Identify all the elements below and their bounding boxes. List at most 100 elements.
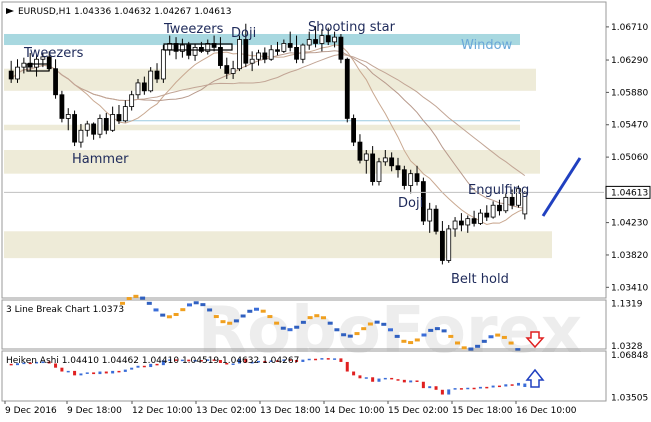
line-break-block bbox=[227, 321, 233, 325]
y-tick-label: 1.03505 bbox=[611, 394, 648, 404]
heiken-ashi-bar bbox=[199, 360, 203, 362]
heiken-ashi-bar bbox=[288, 359, 292, 361]
heiken-ashi-bar bbox=[345, 361, 349, 372]
line-break-block bbox=[133, 294, 139, 298]
annotation-label: Tweezers bbox=[163, 22, 224, 37]
candle bbox=[313, 26, 318, 48]
heiken-ashi-bar bbox=[485, 386, 489, 389]
line-break-block bbox=[461, 346, 467, 350]
heiken-ashi-bar bbox=[123, 369, 127, 372]
y-tick-label: 1.0328 bbox=[611, 342, 643, 352]
line-break-block bbox=[321, 316, 326, 320]
annotation-label: Doji bbox=[398, 196, 423, 211]
heiken-ashi-bar bbox=[237, 358, 241, 364]
candle bbox=[129, 90, 135, 111]
line-break-block bbox=[160, 313, 166, 317]
heiken-ashi-bar bbox=[497, 385, 501, 388]
y-tick-label: 1.06848 bbox=[611, 351, 648, 361]
heiken-ashi-bar bbox=[193, 360, 197, 362]
heiken-ashi-bar bbox=[28, 362, 32, 365]
heiken-ashi-bar bbox=[161, 360, 165, 366]
candle bbox=[256, 49, 261, 66]
candle bbox=[110, 106, 116, 132]
x-tick-label: 9 Dec 18:00 bbox=[67, 406, 122, 416]
candle bbox=[471, 210, 477, 227]
line-break-block bbox=[354, 332, 360, 336]
candle bbox=[53, 59, 58, 99]
heiken-ashi-bar bbox=[352, 371, 356, 376]
zone-4 bbox=[4, 231, 552, 259]
heiken-ashi-bar bbox=[276, 360, 280, 362]
heiken-ashi-bar bbox=[60, 367, 64, 372]
line-break-block bbox=[254, 307, 259, 311]
candle bbox=[281, 39, 287, 53]
candle bbox=[452, 217, 458, 237]
line-break-block bbox=[475, 344, 481, 348]
line-break-block bbox=[334, 328, 340, 332]
line-break-block bbox=[220, 320, 226, 324]
x-tick-label: 13 Dec 02:00 bbox=[196, 406, 257, 416]
heiken-ashi-bar bbox=[22, 362, 26, 365]
line-break-block bbox=[260, 309, 266, 313]
heiken-ashi-bar bbox=[390, 377, 394, 380]
x-tick-label: 13 Dec 18:00 bbox=[260, 406, 321, 416]
line-break-block bbox=[294, 325, 300, 329]
candle bbox=[306, 31, 312, 50]
heiken-ashi-bar bbox=[231, 363, 235, 365]
heiken-ashi-bar bbox=[168, 359, 172, 361]
line-break-block bbox=[327, 321, 333, 325]
candle bbox=[287, 31, 293, 52]
current-price-badge bbox=[605, 185, 651, 199]
heiken-ashi-bar bbox=[35, 361, 39, 364]
candle bbox=[357, 134, 363, 164]
line-break-block bbox=[374, 320, 380, 324]
annotation-label: Window bbox=[461, 38, 513, 53]
heiken-ashi-bar bbox=[54, 363, 58, 368]
candle bbox=[148, 67, 154, 93]
symbol-marker-icon bbox=[6, 8, 14, 14]
line-break-block bbox=[421, 333, 427, 337]
heiken-ashi-bar bbox=[117, 370, 121, 373]
heiken-ashi-bar bbox=[478, 386, 482, 389]
candle bbox=[27, 52, 33, 72]
candle bbox=[40, 52, 46, 68]
line-break-block bbox=[126, 297, 132, 301]
blue-up-arrow-icon bbox=[525, 368, 545, 388]
candle bbox=[224, 57, 230, 79]
y-tick-label: 1.03410 bbox=[611, 283, 648, 293]
candle bbox=[262, 47, 268, 64]
candle bbox=[218, 37, 223, 69]
line-break-block bbox=[428, 328, 434, 332]
zone-2 bbox=[4, 124, 520, 131]
candle bbox=[446, 224, 452, 263]
heiken-ashi-bar bbox=[98, 371, 102, 375]
main-panel bbox=[1, 1, 607, 299]
y-tick-label: 1.03820 bbox=[611, 251, 648, 261]
line-break-block bbox=[367, 322, 373, 326]
candle bbox=[72, 110, 77, 147]
tweezers-box bbox=[163, 43, 233, 51]
x-tick-label: 14 Dec 10:00 bbox=[324, 406, 385, 416]
heiken-ashi-bar bbox=[85, 372, 89, 374]
y-tick-label: 1.06710 bbox=[611, 23, 648, 33]
candle bbox=[459, 213, 464, 232]
heiken-ashi-bar bbox=[79, 373, 83, 376]
zone-0 bbox=[4, 33, 520, 46]
y-tick-label: 1.06290 bbox=[611, 56, 648, 66]
tweezers-box bbox=[26, 63, 50, 72]
heiken-ashi-bar bbox=[269, 360, 273, 362]
heiken-ashi-bar bbox=[66, 370, 70, 373]
line-break-block bbox=[501, 335, 507, 339]
candle bbox=[401, 165, 407, 190]
moving-average-0 bbox=[10, 44, 526, 225]
candle bbox=[376, 157, 382, 186]
candle bbox=[439, 221, 445, 265]
y-tick-label: 1.05060 bbox=[611, 153, 648, 163]
heiken-ashi-bar bbox=[472, 387, 476, 390]
heiken-ashi-bar bbox=[453, 388, 457, 390]
candle bbox=[8, 60, 14, 83]
heiken-ashi-bar bbox=[466, 387, 470, 390]
candle bbox=[319, 29, 325, 52]
line-break-block bbox=[173, 312, 179, 316]
candle bbox=[141, 76, 147, 95]
